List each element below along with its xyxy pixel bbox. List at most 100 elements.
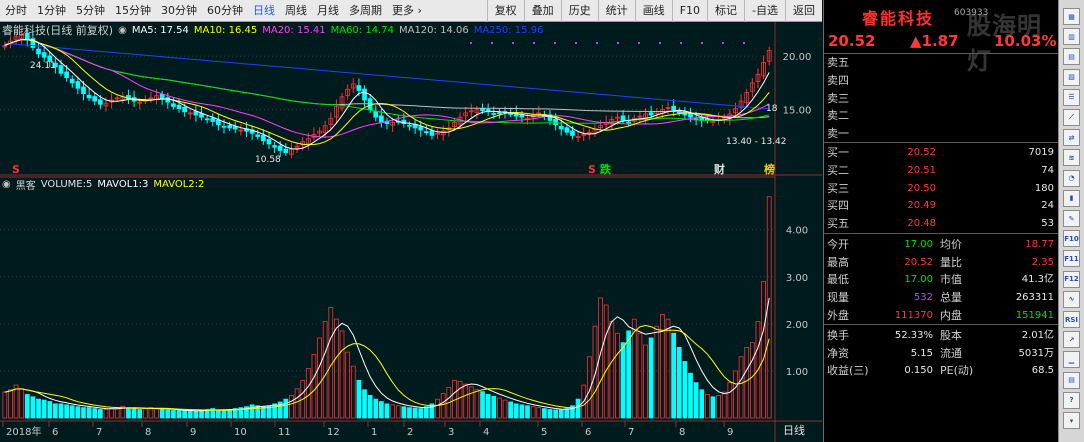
pie-icon[interactable]: ◔: [1063, 169, 1080, 187]
volume-bar: [626, 330, 632, 419]
period-toolbar: 分时 1分钟 5分钟 15分钟 30分钟 60分钟 日线 周线 月线 多周期 更多 › 复权 叠加 历史…: [0, 0, 822, 22]
rsi-icon[interactable]: RSI: [1063, 311, 1080, 328]
xtick-label: 9: [190, 427, 196, 438]
toolbar-button-7[interactable]: -自选: [744, 0, 785, 22]
f12-icon[interactable]: F12: [1063, 270, 1080, 288]
toolbar-button-5[interactable]: F10: [671, 0, 707, 22]
table-icon[interactable]: ▤: [1063, 48, 1080, 66]
ma60-line: [4, 38, 770, 124]
candle-body: [238, 129, 244, 132]
doc-icon[interactable]: ▤: [1063, 371, 1080, 389]
volume-bar: [525, 405, 530, 419]
candle-body: [755, 73, 761, 82]
buy-row-4[interactable]: 买五 20.48 53: [824, 215, 1058, 233]
period-button-10[interactable]: 更多 ›: [392, 3, 422, 17]
volume-bar: [676, 346, 682, 419]
indicator-icon[interactable]: ✎: [1063, 210, 1080, 227]
toolbar-button-2[interactable]: 历史: [560, 0, 598, 22]
chart-options-icon[interactable]: ◉: [118, 24, 127, 36]
buy-row-0[interactable]: 买一 20.52 7019: [824, 144, 1058, 162]
period-button-9[interactable]: 多周期: [349, 3, 382, 17]
volume-bar: [64, 404, 70, 419]
xtick-label: 12: [327, 427, 340, 438]
kline-chart-area[interactable]: 20.00 15.00 4.00 3.00 2.00 1.00 24.11 10.58 13.4…: [0, 22, 822, 442]
volume-bar: [187, 410, 193, 419]
period-button-7[interactable]: 周线: [285, 3, 307, 17]
volume-bar: [654, 325, 660, 419]
volume-bar: [631, 318, 637, 419]
kline-icon[interactable]: ▥: [1063, 28, 1080, 46]
volume-bar: [305, 368, 311, 419]
period-button-6[interactable]: 日线: [253, 3, 275, 17]
fin-label: 净资: [827, 346, 849, 360]
trend-icon[interactable]: ↗: [1063, 331, 1080, 349]
wave-icon[interactable]: ∿: [1063, 290, 1080, 308]
volume-bar: [738, 356, 744, 419]
buy-row-2[interactable]: 买三 20.50 180: [824, 180, 1058, 198]
period-button-2[interactable]: 5分钟: [76, 3, 105, 17]
volume-bar: [24, 394, 30, 419]
sell-row-0[interactable]: 卖五: [824, 54, 1058, 72]
toolbar-button-1[interactable]: 叠加: [523, 0, 561, 22]
stat-row-1: 最高 20.52 量比 2.35: [824, 254, 1058, 272]
line-chart-icon[interactable]: ⟋: [1063, 109, 1080, 126]
candle-body: [379, 115, 384, 123]
period-button-3[interactable]: 15分钟: [115, 3, 151, 17]
period-button-5[interactable]: 60分钟: [207, 3, 243, 17]
fin-value: 0.150: [904, 365, 933, 377]
volume-bar: [356, 379, 362, 419]
candle-body: [553, 118, 558, 126]
period-button-1[interactable]: 1分钟: [37, 3, 66, 17]
last-price: 20.52: [828, 32, 876, 50]
price-annotation: 24.11: [30, 61, 56, 71]
scroll-down-icon[interactable]: ▾: [1063, 412, 1080, 429]
toolbar-button-6[interactable]: 标记: [707, 0, 744, 22]
flow-icon[interactable]: ≋: [1063, 149, 1080, 167]
volume-options-icon[interactable]: ◉: [2, 178, 11, 190]
volume-bar: [519, 404, 525, 419]
xtick-label: 6: [52, 427, 58, 438]
f10-icon[interactable]: F10: [1063, 230, 1080, 248]
period-button-4[interactable]: 30分钟: [161, 3, 197, 17]
signal-dot: [701, 42, 703, 44]
volume-bar: [435, 398, 440, 419]
sell-row-1[interactable]: 卖四: [824, 72, 1058, 90]
compare-icon[interactable]: ⇄: [1063, 129, 1080, 147]
stat-label: 现量: [827, 291, 849, 305]
price-change-pct: 10.03%: [994, 32, 1057, 50]
grid-icon[interactable]: ▧: [1063, 68, 1080, 86]
candle-body: [474, 109, 480, 113]
toolbar-button-8[interactable]: 返回: [785, 0, 822, 22]
bar-icon[interactable]: ▮: [1063, 189, 1080, 207]
signal-dot: [512, 42, 514, 44]
ma250-label: MA250: 15.96: [473, 24, 544, 36]
bars-icon[interactable]: ▁: [1063, 351, 1080, 369]
volume-bar: [193, 410, 199, 419]
period-button-8[interactable]: 月线: [317, 3, 339, 17]
sell-row-2[interactable]: 卖三: [824, 90, 1058, 108]
f11-icon[interactable]: F11: [1063, 250, 1080, 268]
list-icon[interactable]: ☰: [1063, 88, 1080, 106]
toolbar-button-3[interactable]: 统计: [597, 0, 635, 22]
buy-label: 买三: [827, 181, 849, 195]
ma250-line: [4, 42, 770, 110]
chart-icon[interactable]: ▦: [1063, 8, 1080, 25]
kline-chart-svg[interactable]: 20.00 15.00 4.00 3.00 2.00 1.00 24.11 10.58 13.4…: [0, 22, 822, 442]
volume-bar: [412, 407, 418, 419]
stat-value: 17.00: [904, 239, 933, 250]
toolbar-button-4[interactable]: 画线: [634, 0, 672, 22]
candle-body: [575, 136, 581, 138]
stock-code: 603933: [954, 8, 989, 18]
volume-bar: [120, 405, 126, 419]
period-buttons: 分时 1分钟 5分钟 15分钟 30分钟 60分钟 日线 周线 月线 多周期 更多 ›: [0, 0, 427, 22]
sell-row-4[interactable]: 卖一: [824, 125, 1058, 143]
toolbar-button-0[interactable]: 复权: [486, 0, 524, 22]
buy-row-1[interactable]: 买二 20.51 74: [824, 162, 1058, 180]
candle-body: [362, 88, 367, 101]
help-icon[interactable]: ?: [1063, 391, 1080, 409]
volume-tick-label: 4.00: [786, 226, 808, 237]
volume-bar: [716, 394, 721, 419]
sell-row-3[interactable]: 卖二: [824, 107, 1058, 125]
period-button-0[interactable]: 分时: [5, 3, 27, 17]
buy-row-3[interactable]: 买四 20.49 24: [824, 197, 1058, 215]
